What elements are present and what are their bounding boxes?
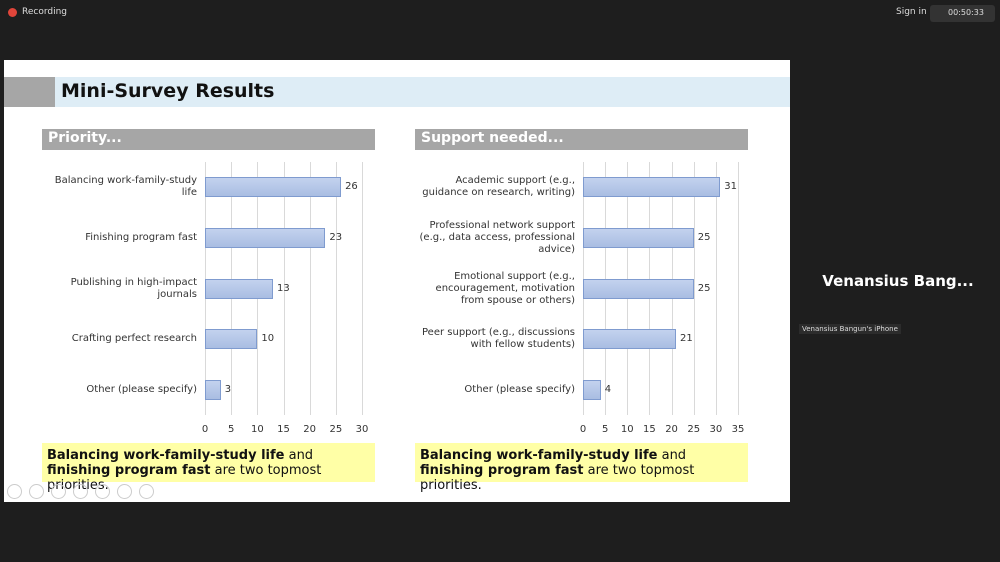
- category-label: Crafting perfect research: [71, 333, 197, 345]
- value-label: 23: [329, 231, 343, 243]
- timer-text: 00:50:33: [948, 8, 984, 17]
- caption-text: and: [657, 448, 687, 463]
- chart-header: Priority...: [42, 129, 375, 150]
- caption-text: Balancing work-family-study life: [420, 448, 658, 463]
- grid-line: [738, 162, 739, 415]
- x-tick-label: 15: [643, 424, 656, 435]
- sign-in[interactable]: Sign in: [896, 7, 927, 17]
- value-label: 3: [224, 383, 232, 395]
- category-label: Academic support (e.g., guidance on rese…: [422, 175, 575, 199]
- value-label: 4: [604, 383, 612, 395]
- toolbar-icon[interactable]: [7, 484, 22, 499]
- toolbar-icon[interactable]: [29, 484, 44, 499]
- x-tick-label: 0: [201, 424, 209, 435]
- x-tick-label: 25: [329, 424, 343, 435]
- caption: Balancing work-family-study life and fin…: [415, 443, 748, 493]
- participant-name: Venansius Bang...: [822, 272, 974, 290]
- value-label: 13: [277, 282, 290, 294]
- grid-line: [362, 162, 363, 415]
- recording-dot: [8, 8, 17, 17]
- bar: [583, 278, 694, 299]
- x-tick-label: 30: [709, 424, 723, 435]
- bar: [583, 227, 694, 248]
- category-label: Other (please specify): [86, 383, 197, 395]
- value-label: 25: [697, 282, 711, 294]
- chart-header: Support needed...: [415, 129, 748, 150]
- title-band: [55, 77, 790, 107]
- grid-line: [283, 162, 285, 415]
- value-label: 25: [697, 231, 711, 243]
- caption-text: are two topmost priorities.: [420, 463, 695, 493]
- x-tick-label: 10: [620, 424, 634, 435]
- x-tick-label: 10: [250, 424, 264, 435]
- category-label: Peer support (e.g., discussions with fel…: [422, 327, 575, 351]
- value-label: 10: [261, 333, 275, 345]
- device-label: Venansius Bangun's iPhone: [799, 324, 901, 334]
- caption-text: finishing program fast: [420, 463, 584, 478]
- category-label: Other (please specify): [464, 383, 575, 395]
- grid-line: [715, 162, 717, 415]
- bar: [205, 379, 221, 400]
- category-label: Balancing work-family-study life: [54, 175, 197, 199]
- caption-text: and: [284, 448, 314, 463]
- bar: [205, 227, 326, 248]
- category-label: Finishing program fast: [85, 231, 197, 243]
- bar: [583, 177, 721, 198]
- grid-line: [309, 162, 311, 415]
- toolbar-icon[interactable]: [51, 484, 66, 499]
- x-tick-label: 20: [665, 424, 678, 435]
- toolbar-icon[interactable]: [139, 484, 154, 499]
- x-tick-label: 5: [227, 424, 235, 435]
- bar: [205, 177, 342, 198]
- toolbar-icon[interactable]: [95, 484, 110, 499]
- recording-label: Recording: [22, 7, 68, 17]
- category-label: Publishing in high-impact journals: [70, 276, 197, 300]
- caption: Balancing work-family-study life and fin…: [42, 443, 375, 493]
- x-tick-label: 20: [303, 424, 317, 435]
- timer[interactable]: [930, 5, 995, 22]
- toolbar-icon[interactable]: [73, 484, 88, 499]
- x-tick-label: 0: [579, 424, 587, 435]
- toolbar-icon[interactable]: [117, 484, 132, 499]
- value-label: 31: [724, 181, 738, 193]
- grid-line: [693, 162, 695, 415]
- category-label: Professional network support (e.g., data…: [419, 219, 575, 255]
- slide-title: Mini-Survey Results: [61, 80, 275, 102]
- bar: [583, 379, 601, 400]
- caption-text: finishing program fast: [47, 463, 211, 478]
- x-tick-label: 30: [355, 424, 369, 435]
- value-label: 21: [680, 333, 693, 345]
- title-block: [4, 77, 55, 107]
- x-tick-label: 35: [731, 424, 745, 435]
- caption-text: Balancing work-family-study life: [47, 448, 285, 463]
- x-tick-label: 5: [601, 424, 609, 435]
- bar: [205, 278, 274, 299]
- category-label: Emotional support (e.g., encouragement, …: [435, 270, 575, 306]
- value-label: 26: [345, 181, 358, 193]
- x-tick-label: 25: [687, 424, 701, 435]
- bar: [205, 329, 258, 350]
- bar: [583, 329, 676, 350]
- x-tick-label: 15: [277, 424, 290, 435]
- grid-line: [335, 162, 337, 415]
